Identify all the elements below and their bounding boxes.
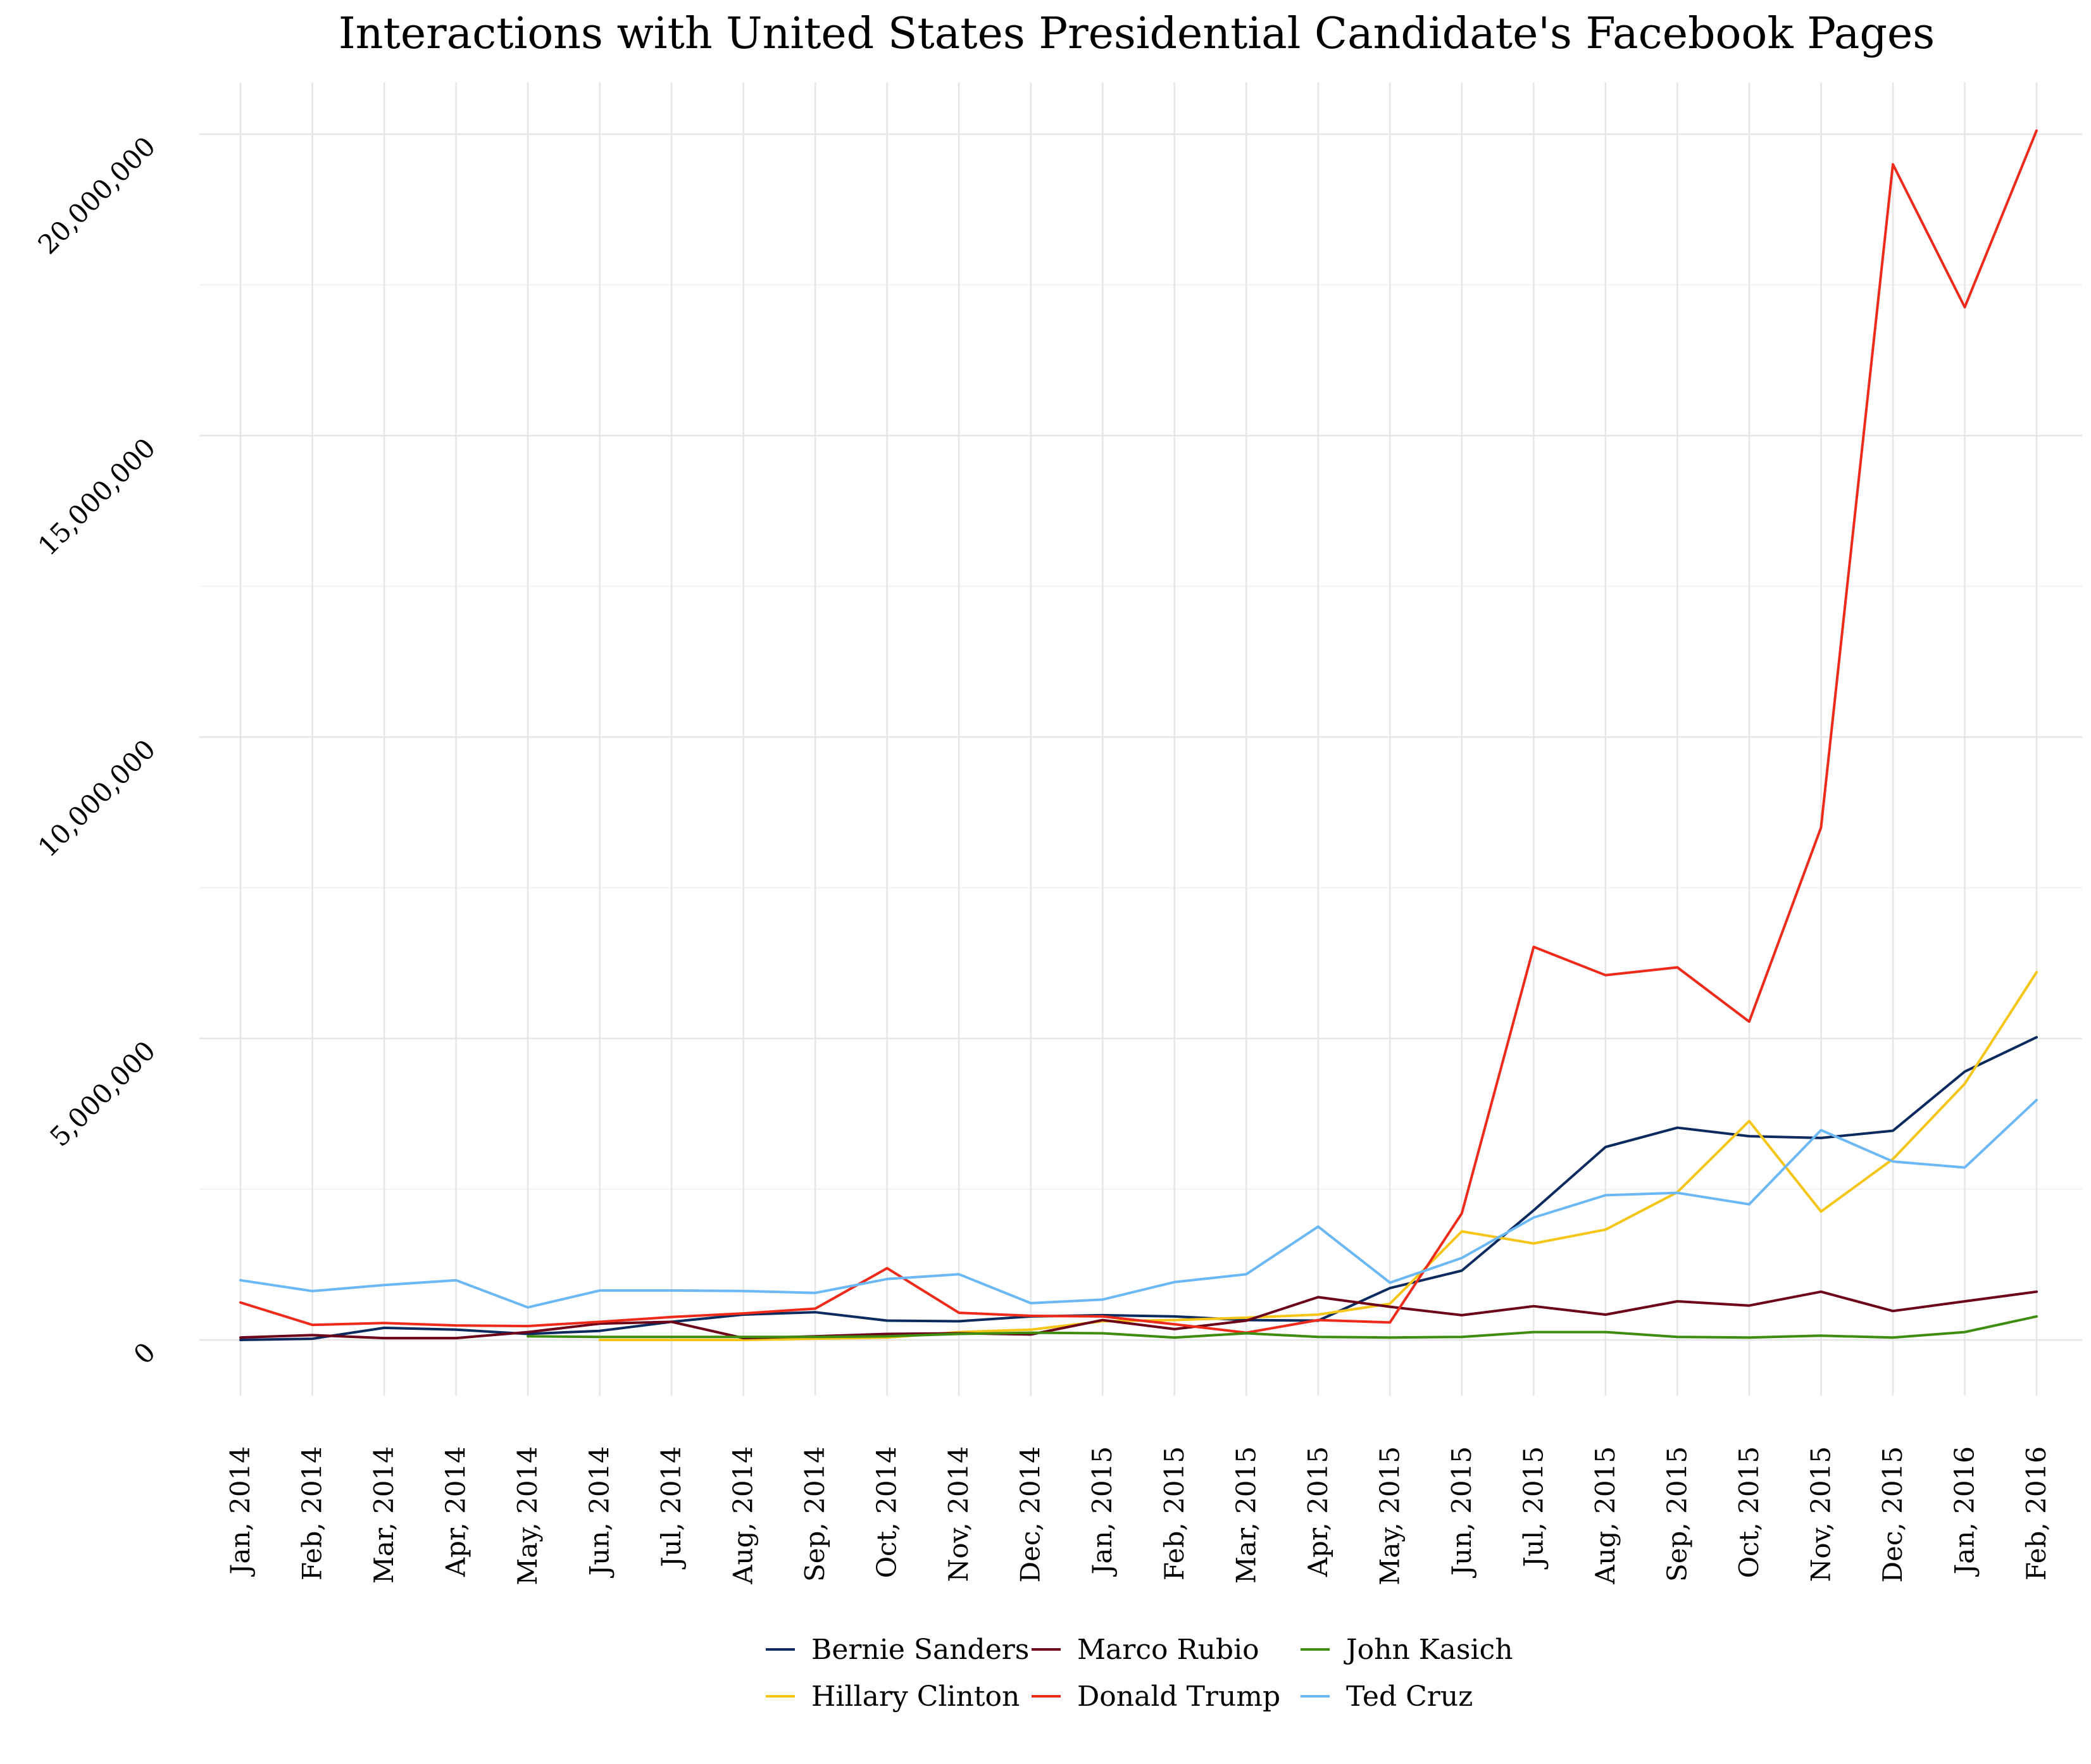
grid <box>199 82 2082 1396</box>
x-tick-label: Dec, 2014 <box>1015 1446 1046 1583</box>
x-tick-label: Apr, 2014 <box>440 1446 471 1577</box>
legend-label: Ted Cruz <box>1346 1680 1473 1713</box>
x-tick-label: Oct, 2015 <box>1733 1446 1764 1578</box>
x-tick-label: Nov, 2015 <box>1805 1446 1836 1582</box>
series-line-bernie-sanders <box>239 1035 2038 1341</box>
y-tick-label: 5,000,000 <box>44 1035 161 1153</box>
x-tick-label: Mar, 2015 <box>1230 1446 1261 1584</box>
x-tick-label: May, 2015 <box>1374 1446 1405 1586</box>
y-tick-label: 0 <box>128 1336 162 1370</box>
legend-item: Marco Rubio <box>1032 1634 1259 1666</box>
x-tick-label: Mar, 2014 <box>368 1446 399 1584</box>
legend: Bernie Sanders Hillary Clinton Marco Rubio… <box>766 1634 1513 1713</box>
series-line-marco-rubio <box>239 1290 2038 1340</box>
x-tick-label: Jun, 2014 <box>584 1446 615 1579</box>
x-tick-label: Sep, 2014 <box>799 1446 830 1582</box>
x-tick-label: Dec, 2015 <box>1877 1446 1908 1583</box>
legend-label: Bernie Sanders <box>811 1634 1029 1666</box>
x-tick-label: Sep, 2015 <box>1661 1446 1692 1582</box>
x-tick-label: Apr, 2015 <box>1302 1446 1333 1577</box>
legend-item: Ted Cruz <box>1301 1680 1473 1713</box>
x-tick-label: Feb, 2016 <box>2021 1446 2052 1580</box>
y-tick-label: 20,000,000 <box>32 130 161 260</box>
x-tick-label: Aug, 2014 <box>728 1446 759 1585</box>
x-tick-label: Jul, 2014 <box>656 1446 687 1570</box>
series-line-donald-trump <box>239 129 2038 1334</box>
x-axis-tick-labels: Jan, 2014 Feb, 2014 Mar, 2014 Apr, 2014 May,… <box>225 1446 2052 1586</box>
x-tick-label: Aug, 2015 <box>1590 1446 1621 1585</box>
legend-label: Hillary Clinton <box>811 1680 1020 1713</box>
legend-label: Donald Trump <box>1077 1680 1280 1713</box>
series-lines <box>239 129 2038 1341</box>
series-line-ted-cruz <box>239 1098 2038 1309</box>
y-axis-tick-labels: 0 5,000,000 10,000,000 15,000,000 20,000,000 <box>32 130 161 1370</box>
legend-item: Bernie Sanders <box>766 1634 1029 1666</box>
x-tick-label: Jun, 2015 <box>1446 1446 1477 1579</box>
chart-title: Interactions with United States Presiden… <box>339 9 1935 59</box>
legend-label: Marco Rubio <box>1077 1634 1259 1666</box>
x-tick-label: Jan, 2014 <box>225 1446 256 1577</box>
x-tick-label: Jan, 2015 <box>1087 1446 1118 1577</box>
legend-item: Hillary Clinton <box>766 1680 1020 1713</box>
y-tick-label: 10,000,000 <box>32 734 161 863</box>
x-tick-label: Jul, 2015 <box>1518 1446 1549 1570</box>
legend-label: John Kasich <box>1344 1634 1513 1666</box>
x-tick-label: Jan, 2016 <box>1949 1446 1980 1577</box>
x-tick-label: Nov, 2014 <box>943 1446 974 1582</box>
x-tick-label: May, 2014 <box>512 1446 543 1586</box>
y-tick-label: 15,000,000 <box>32 432 161 562</box>
x-tick-label: Oct, 2014 <box>871 1446 902 1578</box>
series-line-hillary-clinton <box>598 971 2038 1341</box>
x-tick-label: Feb, 2015 <box>1159 1446 1190 1580</box>
series-line-john-kasich <box>527 1315 2038 1339</box>
x-tick-label: Feb, 2014 <box>297 1446 328 1580</box>
legend-item: Donald Trump <box>1032 1680 1280 1713</box>
legend-item: John Kasich <box>1301 1634 1513 1666</box>
